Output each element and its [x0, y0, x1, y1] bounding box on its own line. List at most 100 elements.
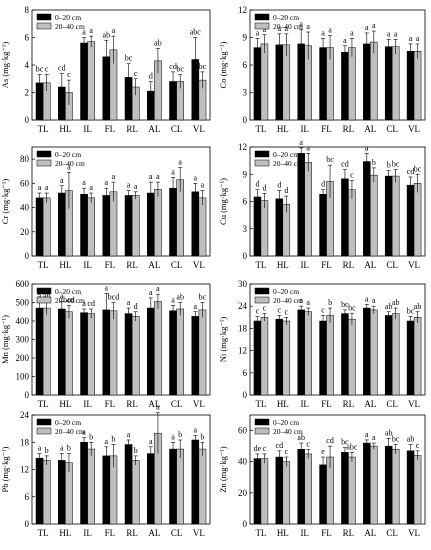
- y-tick-label: 60: [238, 426, 248, 436]
- x-tick-label: AL: [364, 399, 376, 409]
- bar-0-20cm: [124, 195, 133, 257]
- significance-letter: b: [200, 432, 204, 441]
- y-axis-label: Ni (mg·kg⁻¹): [218, 317, 228, 363]
- bar-0-20cm: [341, 313, 349, 396]
- y-axis-label: Cr (mg·kg⁻¹): [0, 179, 10, 225]
- significance-letter: a: [365, 430, 369, 439]
- significance-letter: a: [194, 302, 198, 311]
- significance-letter: bc: [36, 65, 44, 74]
- bar-20-40cm: [348, 189, 356, 257]
- legend-swatch-0-20cm: [36, 13, 52, 21]
- y-tick-label: 400: [16, 316, 30, 326]
- legend-swatch-20-40cm: [36, 427, 52, 435]
- bar-0-20cm: [275, 198, 284, 257]
- legend-label-20-40cm: 20–40 cm: [55, 427, 85, 436]
- y-tick-label: 4: [25, 60, 30, 70]
- significance-letter: a: [38, 444, 42, 453]
- significance-letter: b: [134, 446, 138, 455]
- legend-swatch-0-20cm: [254, 418, 270, 426]
- bar-0-20cm: [275, 318, 284, 396]
- bar-0-20cm: [384, 175, 393, 257]
- bar-0-20cm: [319, 320, 327, 396]
- y-tick-label: 8: [25, 5, 30, 15]
- significance-letter: a: [387, 29, 391, 38]
- y-axis-label: Cu (mg·kg⁻¹): [218, 178, 228, 225]
- bar-20-40cm: [176, 448, 184, 525]
- bar-0-20cm: [363, 43, 371, 121]
- significance-letter: a: [372, 21, 376, 30]
- bar-20-40cm: [87, 41, 95, 121]
- x-tick-label: RL: [343, 399, 355, 409]
- significance-letter: bc: [407, 307, 415, 316]
- significance-letter: ab: [385, 302, 393, 311]
- bar-20-40cm: [198, 197, 207, 257]
- bar-20-40cm: [370, 174, 378, 257]
- bar-0-20cm: [341, 452, 349, 525]
- significance-letter: a: [409, 34, 413, 43]
- x-tick-label: VL: [408, 528, 420, 538]
- y-tick-label: 0: [243, 251, 248, 261]
- y-tick-label: 300: [16, 335, 30, 345]
- significance-letter: cd: [341, 160, 349, 169]
- significance-letter: a: [201, 181, 205, 190]
- bar-0-20cm: [80, 312, 88, 396]
- significance-letter: ab: [154, 39, 162, 48]
- significance-letter: a: [171, 432, 175, 441]
- significance-letter: a: [194, 173, 198, 182]
- bar-0-20cm: [341, 51, 349, 121]
- significance-letter: a: [343, 36, 347, 45]
- significance-letter: a: [149, 437, 153, 446]
- bar-0-20cm: [80, 193, 88, 257]
- legend-label-0-20cm: 0–20 cm: [55, 150, 81, 159]
- bar-20-40cm: [131, 316, 140, 396]
- y-tick-label: 9: [243, 169, 248, 179]
- bar-20-40cm: [65, 311, 73, 396]
- bar-0-20cm: [58, 460, 66, 525]
- significance-letter: ab: [414, 302, 422, 311]
- bar-0-20cm: [341, 178, 349, 257]
- y-tick-label: 0: [25, 115, 30, 125]
- significance-letter: cd: [58, 63, 66, 72]
- significance-letter: a: [171, 167, 175, 176]
- bar-20-40cm: [65, 462, 73, 525]
- y-tick-label: 20: [238, 488, 248, 498]
- x-tick-label: IL: [300, 260, 309, 270]
- y-tick-label: 6: [243, 368, 248, 378]
- significance-letter: bc: [199, 62, 207, 71]
- bar-0-20cm: [406, 450, 415, 525]
- bar-20-40cm: [413, 317, 422, 396]
- significance-letter: a: [278, 24, 282, 33]
- significance-letter: a: [89, 26, 93, 35]
- x-tick-label: CL: [386, 124, 398, 134]
- x-tick-label: FL: [321, 124, 332, 134]
- bar-20-40cm: [131, 460, 140, 525]
- bar-0-20cm: [406, 320, 415, 396]
- x-tick-label: TL: [38, 260, 49, 270]
- significance-letter: bc: [176, 65, 184, 74]
- bar-0-20cm: [297, 309, 305, 396]
- bar-20-40cm: [391, 175, 400, 257]
- significance-letter: a: [350, 28, 354, 37]
- bar-0-20cm: [275, 44, 284, 121]
- y-tick-label: 18: [20, 437, 30, 447]
- significance-letter: c: [306, 439, 310, 448]
- x-tick-label: RL: [343, 528, 355, 538]
- significance-letter: c: [263, 444, 267, 453]
- x-tick-label: AL: [148, 260, 160, 270]
- x-tick-label: VL: [408, 124, 420, 134]
- significance-letter: c: [256, 307, 260, 316]
- bar-20-40cm: [282, 44, 291, 121]
- bar-20-40cm: [131, 195, 140, 257]
- bar-0-20cm: [363, 161, 371, 257]
- significance-letter: d: [255, 180, 259, 189]
- significance-letter: bc: [125, 54, 133, 63]
- significance-letter: a: [89, 183, 93, 192]
- x-tick-label: AL: [148, 399, 160, 409]
- significance-letter: b: [67, 444, 71, 453]
- significance-letter: ab: [176, 293, 184, 302]
- significance-letter: d: [277, 181, 281, 190]
